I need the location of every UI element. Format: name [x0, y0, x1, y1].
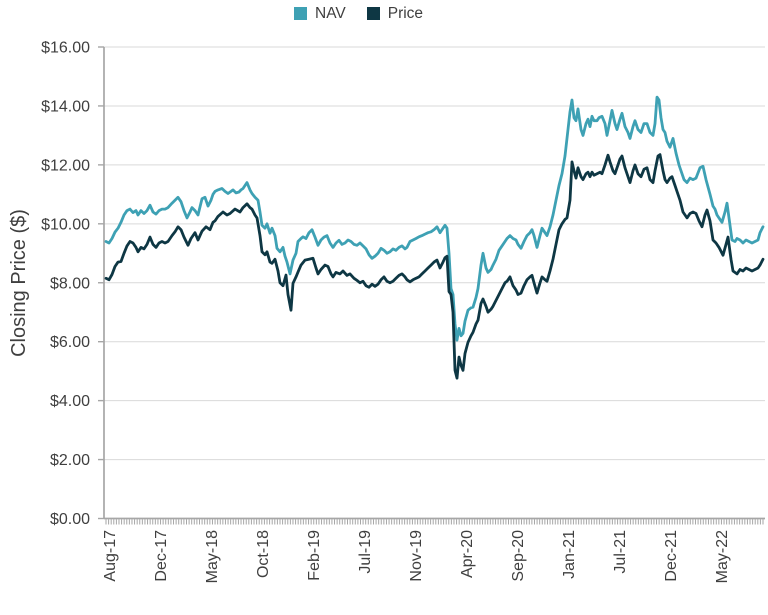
svg-text:Oct-18: Oct-18 [255, 530, 272, 578]
svg-text:Dec-17: Dec-17 [153, 530, 170, 582]
svg-text:May-22: May-22 [714, 530, 731, 583]
price-series-line [104, 153, 765, 380]
svg-text:$6.00: $6.00 [50, 334, 90, 351]
svg-text:Sep-20: Sep-20 [510, 530, 527, 582]
svg-text:Nov-19: Nov-19 [408, 530, 425, 582]
legend-item-price: Price [366, 5, 424, 22]
svg-text:$10.00: $10.00 [41, 216, 90, 233]
svg-text:Apr-20: Apr-20 [459, 530, 476, 578]
svg-text:Jan-21: Jan-21 [561, 530, 578, 579]
x-minor-ticks [105, 519, 764, 525]
svg-text:$2.00: $2.00 [50, 452, 90, 469]
svg-text:Jul-19: Jul-19 [357, 530, 374, 574]
svg-text:$0.00: $0.00 [50, 511, 90, 528]
y-gridlines [104, 46, 765, 461]
svg-text:$14.00: $14.00 [41, 98, 90, 115]
legend-label-price: Price [387, 5, 424, 22]
svg-text:Jul-21: Jul-21 [612, 530, 629, 574]
svg-text:Aug-17: Aug-17 [102, 530, 119, 582]
svg-text:May-18: May-18 [204, 530, 221, 583]
svg-text:$12.00: $12.00 [41, 157, 90, 174]
legend-label-nav: NAV [315, 5, 346, 22]
svg-text:$8.00: $8.00 [50, 275, 90, 292]
svg-text:$16.00: $16.00 [41, 40, 90, 57]
legend-item-nav: NAV [294, 6, 346, 22]
svg-text:$4.00: $4.00 [50, 393, 90, 410]
svg-text:Feb-19: Feb-19 [306, 530, 323, 581]
x-tick-labels: Aug-17 Dec-17 May-18 Oct-18 Feb-19 Jul-19 Nov-… [102, 530, 731, 583]
price-swatch-icon [366, 7, 380, 21]
svg-text:Dec-21: Dec-21 [663, 530, 680, 582]
nav-series-line [104, 95, 765, 342]
legend: NAV Price [294, 6, 423, 22]
nav-swatch-icon [294, 7, 307, 21]
y-tick-labels: $0.00 $2.00 $4.00 $6.00 $8.00 $10.00 $12.00 $14… [41, 40, 104, 528]
